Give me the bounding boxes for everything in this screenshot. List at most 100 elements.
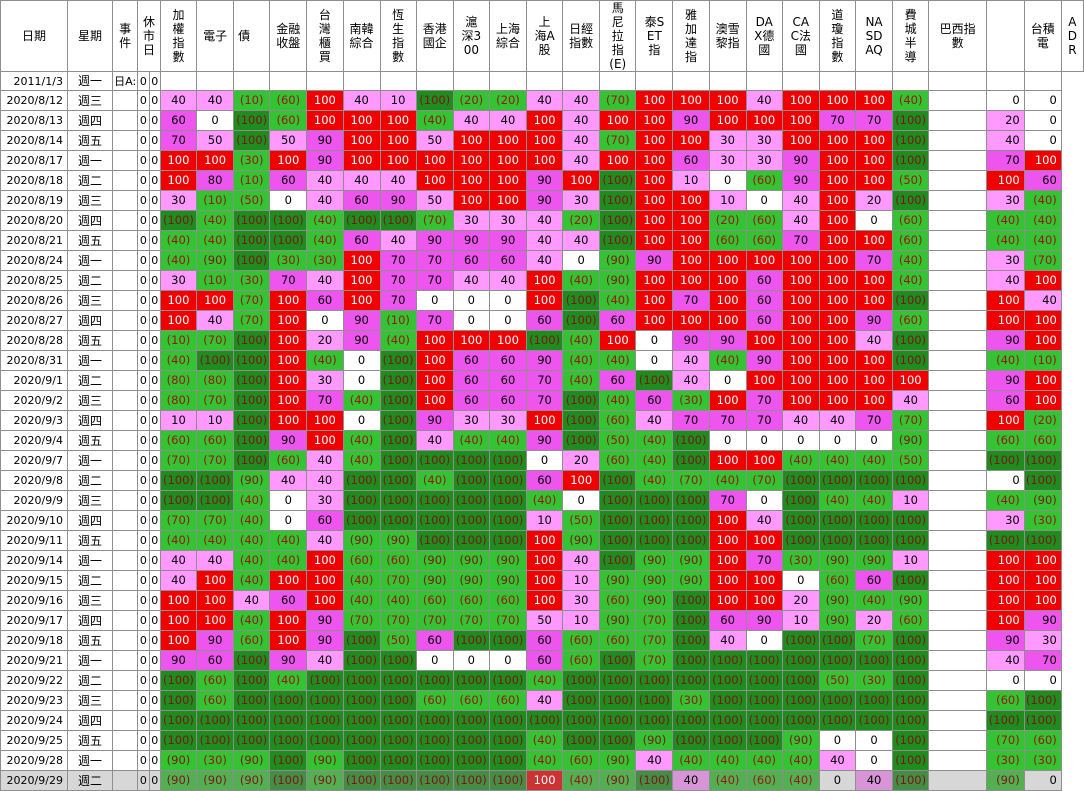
value-cell[interactable]: (100) <box>599 650 637 671</box>
value-cell[interactable]: 100 <box>986 310 1025 331</box>
event-cell[interactable] <box>112 410 139 431</box>
holiday-flag-cell[interactable]: 0 <box>148 270 161 291</box>
value-cell[interactable]: (60) <box>599 410 637 431</box>
value-cell[interactable]: 100 <box>745 530 783 551</box>
value-cell[interactable]: (100) <box>635 670 674 691</box>
value-cell[interactable]: (90) <box>196 770 235 791</box>
event-cell[interactable] <box>112 230 139 251</box>
value-cell[interactable]: 100 <box>525 550 564 571</box>
value-cell[interactable]: (100) <box>159 690 198 711</box>
value-cell[interactable]: (40) <box>379 590 417 611</box>
value-cell[interactable]: 90 <box>635 250 674 271</box>
holiday-flag-cell[interactable]: 0 <box>148 550 161 571</box>
value-cell[interactable]: 0 <box>415 290 454 311</box>
value-cell[interactable]: 20 <box>562 450 601 471</box>
value-cell[interactable]: (100) <box>452 530 490 551</box>
event-cell[interactable] <box>112 530 139 551</box>
value-cell[interactable]: 100 <box>745 370 783 391</box>
value-cell[interactable]: 60 <box>452 250 490 271</box>
holiday-flag-cell[interactable]: 0 <box>148 370 161 391</box>
value-cell[interactable]: (100) <box>781 490 820 511</box>
value-cell[interactable]: 100 <box>635 310 674 331</box>
value-cell[interactable]: 70 <box>672 290 710 311</box>
value-cell[interactable]: 100 <box>269 610 308 631</box>
value-cell[interactable]: 0 <box>452 310 490 331</box>
value-cell[interactable]: 100 <box>196 150 235 171</box>
value-cell[interactable]: 100 <box>159 610 198 631</box>
value-cell[interactable]: (100) <box>525 710 564 731</box>
header-tsmc[interactable]: 台積電 <box>1023 0 1062 72</box>
value-cell[interactable]: 40 <box>306 190 344 211</box>
value-cell[interactable]: 100 <box>635 150 674 171</box>
value-cell[interactable]: 60 <box>196 650 235 671</box>
value-cell[interactable]: 100 <box>635 90 674 111</box>
value-cell[interactable]: (70) <box>1023 250 1062 271</box>
value-cell[interactable]: 20 <box>781 590 820 611</box>
value-cell[interactable]: (100) <box>892 290 930 311</box>
value-cell[interactable]: (70) <box>159 510 198 531</box>
value-cell[interactable]: 70 <box>745 390 783 411</box>
value-cell[interactable]: (100) <box>379 450 417 471</box>
value-cell[interactable]: 100 <box>781 270 820 291</box>
event-cell[interactable] <box>112 390 139 411</box>
value-cell[interactable]: (40) <box>452 430 490 451</box>
value-cell[interactable]: 100 <box>488 130 527 151</box>
holiday-flag-cell[interactable]: 0 <box>137 130 150 151</box>
holiday-flag-cell[interactable]: 0 <box>137 690 150 711</box>
value-cell[interactable]: (90) <box>892 590 930 611</box>
value-cell[interactable]: (100) <box>525 330 564 351</box>
value-cell[interactable]: 100 <box>342 250 381 271</box>
value-cell[interactable]: 100 <box>781 130 820 151</box>
value-cell[interactable]: (60) <box>986 690 1025 711</box>
value-cell[interactable]: 100 <box>781 350 820 371</box>
value-cell[interactable]: (100) <box>672 630 710 651</box>
value-cell[interactable]: 100 <box>159 150 198 171</box>
holiday-flag-cell[interactable]: 0 <box>148 190 161 211</box>
value-cell[interactable]: (40) <box>745 750 783 771</box>
value-cell[interactable]: 100 <box>708 270 747 291</box>
value-cell[interactable]: 100 <box>599 330 637 351</box>
value-cell[interactable]: 100 <box>525 570 564 591</box>
value-cell[interactable]: (100) <box>269 210 308 231</box>
event-cell[interactable]: 日A: <box>112 71 139 91</box>
value-cell[interactable]: 40 <box>562 150 601 171</box>
value-cell[interactable] <box>342 71 381 91</box>
value-cell[interactable]: (100) <box>781 710 820 731</box>
value-cell[interactable]: 0 <box>306 310 344 331</box>
value-cell[interactable]: (60) <box>562 650 601 671</box>
value-cell[interactable]: 100 <box>415 330 454 351</box>
date-cell[interactable]: 2020/9/22 <box>0 670 68 691</box>
value-cell[interactable]: 100 <box>306 570 344 591</box>
value-cell[interactable]: (100) <box>599 550 637 571</box>
value-cell[interactable]: 90 <box>415 410 454 431</box>
weekday-cell[interactable]: 週一 <box>66 450 114 471</box>
value-cell[interactable]: (70) <box>672 470 710 491</box>
value-cell[interactable]: (100) <box>1023 710 1062 731</box>
value-cell[interactable]: 100 <box>672 230 710 251</box>
value-cell[interactable]: 0 <box>269 490 308 511</box>
value-cell[interactable]: (60) <box>452 690 490 711</box>
value-cell[interactable]: (70) <box>415 210 454 231</box>
value-cell[interactable]: 100 <box>452 190 490 211</box>
value-cell[interactable]: (100) <box>855 470 894 491</box>
value-cell[interactable]: (70) <box>488 610 527 631</box>
value-cell[interactable]: (100) <box>196 490 235 511</box>
value-cell[interactable]: 100 <box>781 110 820 131</box>
value-cell[interactable]: 60 <box>635 390 674 411</box>
value-cell[interactable]: (100) <box>452 490 490 511</box>
event-cell[interactable] <box>112 610 139 631</box>
value-cell[interactable]: (40) <box>1023 230 1062 251</box>
value-cell[interactable]: (50) <box>233 190 271 211</box>
value-cell[interactable]: (90) <box>562 530 601 551</box>
value-cell[interactable]: 90 <box>672 330 710 351</box>
holiday-flag-cell[interactable]: 0 <box>148 670 161 691</box>
value-cell[interactable]: (100) <box>233 730 271 751</box>
event-cell[interactable] <box>112 290 139 311</box>
event-cell[interactable] <box>112 270 139 291</box>
value-cell[interactable]: (90) <box>818 550 857 571</box>
value-cell[interactable]: (40) <box>892 250 930 271</box>
value-cell[interactable]: 70 <box>708 490 747 511</box>
value-cell[interactable]: (100) <box>599 470 637 491</box>
value-cell[interactable]: (100) <box>672 730 710 751</box>
value-cell[interactable]: (100) <box>452 770 490 791</box>
